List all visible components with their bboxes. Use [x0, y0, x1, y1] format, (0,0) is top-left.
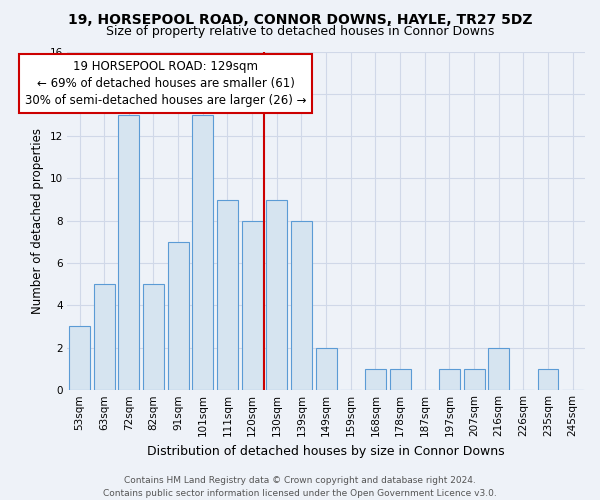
Bar: [193, 115, 213, 390]
Bar: [94, 284, 115, 390]
Bar: [167, 242, 188, 390]
Bar: [69, 326, 90, 390]
Bar: [439, 368, 460, 390]
Bar: [266, 200, 287, 390]
Bar: [365, 368, 386, 390]
Bar: [118, 115, 139, 390]
Bar: [143, 284, 164, 390]
Bar: [464, 368, 485, 390]
Bar: [242, 220, 263, 390]
Text: 19 HORSEPOOL ROAD: 129sqm
← 69% of detached houses are smaller (61)
30% of semi-: 19 HORSEPOOL ROAD: 129sqm ← 69% of detac…: [25, 60, 307, 107]
Bar: [217, 200, 238, 390]
Bar: [389, 368, 410, 390]
Text: 19, HORSEPOOL ROAD, CONNOR DOWNS, HAYLE, TR27 5DZ: 19, HORSEPOOL ROAD, CONNOR DOWNS, HAYLE,…: [68, 12, 532, 26]
X-axis label: Distribution of detached houses by size in Connor Downs: Distribution of detached houses by size …: [147, 444, 505, 458]
Text: Contains HM Land Registry data © Crown copyright and database right 2024.
Contai: Contains HM Land Registry data © Crown c…: [103, 476, 497, 498]
Y-axis label: Number of detached properties: Number of detached properties: [31, 128, 44, 314]
Bar: [488, 348, 509, 390]
Text: Size of property relative to detached houses in Connor Downs: Size of property relative to detached ho…: [106, 25, 494, 38]
Bar: [291, 220, 312, 390]
Bar: [538, 368, 559, 390]
Bar: [316, 348, 337, 390]
